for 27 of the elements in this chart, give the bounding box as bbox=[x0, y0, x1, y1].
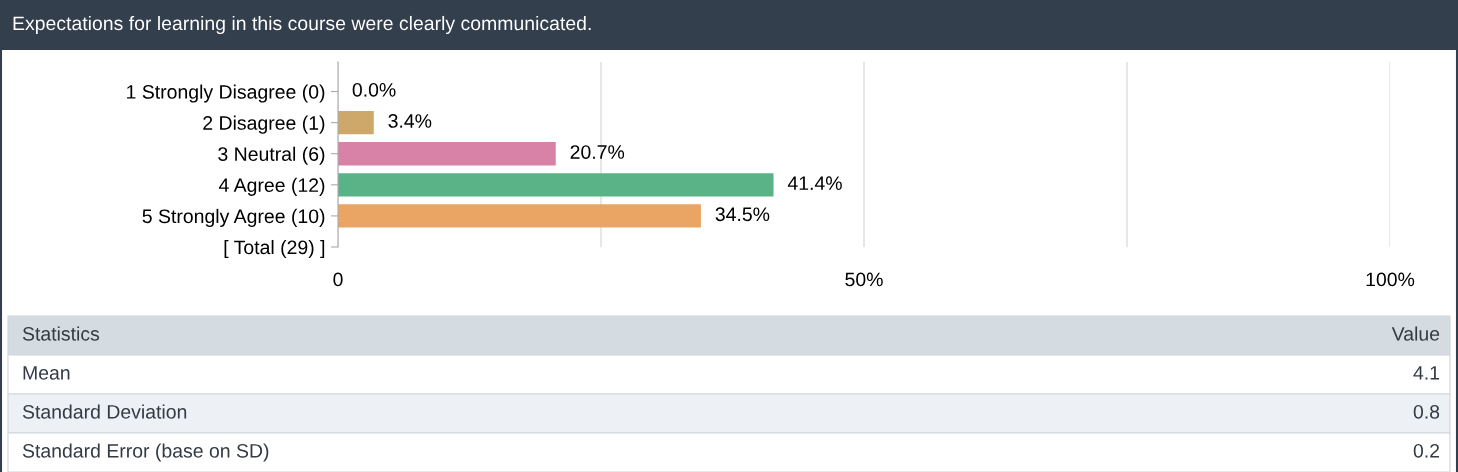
text: Standard Deviation bbox=[22, 404, 187, 419]
y-tick-label: 4 Agree (12) bbox=[218, 177, 325, 196]
bar bbox=[338, 173, 774, 197]
bar bbox=[338, 142, 556, 166]
data-label: 3.4% bbox=[388, 114, 432, 128]
bar bbox=[338, 204, 701, 228]
y-tick-label: 2 Disagree (1) bbox=[203, 115, 325, 134]
text: 4.1 bbox=[1413, 366, 1440, 380]
y-tick-label: 1 Strongly Disagree (0) bbox=[127, 84, 325, 103]
data-label: 41.4% bbox=[787, 176, 842, 190]
text: 0.2 bbox=[1413, 443, 1440, 458]
x-tick-label: 100% bbox=[1366, 272, 1415, 287]
x-tick-label: 50% bbox=[845, 272, 883, 287]
bar bbox=[338, 110, 374, 135]
text: Statistics bbox=[22, 326, 100, 341]
text: Mean bbox=[23, 366, 70, 380]
data-label: 20.7% bbox=[570, 145, 625, 159]
text: Standard Error (base on SD) bbox=[22, 443, 269, 462]
y-tick-label: [ Total (29) ] bbox=[224, 239, 325, 259]
data-label: 0.0% bbox=[352, 82, 396, 97]
data-label: 34.5% bbox=[715, 207, 770, 222]
text: Value bbox=[1391, 326, 1440, 341]
x-tick-label: 0 bbox=[333, 272, 343, 287]
chart-title: Expectations for learning in this course were clearly communicated. bbox=[13, 15, 591, 35]
y-tick-label: 3 Neutral (6) bbox=[218, 146, 325, 165]
text: 0.8 bbox=[1413, 404, 1440, 419]
y-tick-label: 5 Strongly Agree (10) bbox=[142, 208, 325, 227]
